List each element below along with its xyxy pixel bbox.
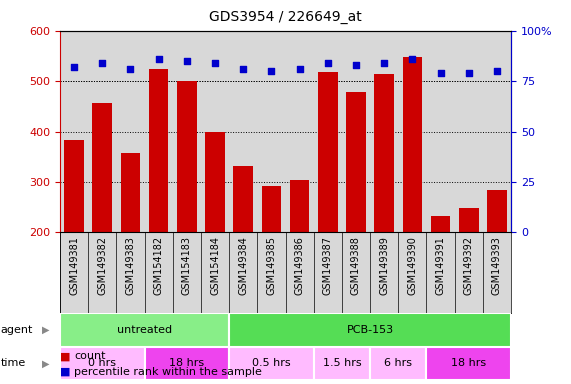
- Bar: [313, 347, 370, 380]
- Text: GSM149381: GSM149381: [69, 237, 79, 295]
- Bar: [64, 140, 84, 232]
- Text: GSM154182: GSM154182: [154, 237, 164, 295]
- Bar: [431, 216, 451, 232]
- Text: ▶: ▶: [42, 325, 50, 335]
- Text: GSM149392: GSM149392: [464, 237, 474, 295]
- Text: GSM149382: GSM149382: [97, 237, 107, 295]
- Text: 1.5 hrs: 1.5 hrs: [323, 358, 361, 368]
- Bar: [370, 347, 427, 380]
- Text: GSM149386: GSM149386: [295, 237, 304, 295]
- Bar: [149, 69, 168, 232]
- Text: GSM149387: GSM149387: [323, 237, 333, 295]
- Bar: [487, 190, 507, 232]
- Point: [98, 60, 107, 66]
- Text: GSM154183: GSM154183: [182, 237, 192, 295]
- Text: GSM149384: GSM149384: [238, 237, 248, 295]
- Text: GSM149391: GSM149391: [436, 237, 445, 295]
- Text: GSM154184: GSM154184: [210, 237, 220, 295]
- Text: 6 hrs: 6 hrs: [384, 358, 412, 368]
- Text: 0.5 hrs: 0.5 hrs: [252, 358, 291, 368]
- Bar: [144, 347, 229, 380]
- Text: time: time: [1, 358, 26, 368]
- Text: GDS3954 / 226649_at: GDS3954 / 226649_at: [209, 10, 362, 23]
- Point: [211, 60, 220, 66]
- Bar: [318, 71, 337, 232]
- Bar: [229, 347, 313, 380]
- Bar: [289, 180, 309, 232]
- Point: [323, 60, 332, 66]
- Bar: [60, 313, 229, 347]
- Bar: [229, 313, 511, 347]
- Bar: [120, 153, 140, 232]
- Text: GSM149388: GSM149388: [351, 237, 361, 295]
- Bar: [177, 81, 196, 232]
- Text: GSM149389: GSM149389: [379, 237, 389, 295]
- Text: agent: agent: [1, 325, 33, 335]
- Bar: [205, 132, 225, 232]
- Point: [464, 70, 473, 76]
- Point: [295, 66, 304, 72]
- Text: 18 hrs: 18 hrs: [169, 358, 204, 368]
- Text: GSM149385: GSM149385: [267, 237, 276, 295]
- Bar: [375, 74, 394, 232]
- Text: ■: ■: [60, 367, 74, 377]
- Text: PCB-153: PCB-153: [347, 325, 393, 335]
- Bar: [234, 166, 253, 232]
- Bar: [459, 208, 478, 232]
- Text: 18 hrs: 18 hrs: [451, 358, 486, 368]
- Bar: [262, 187, 282, 232]
- Point: [182, 58, 191, 64]
- Bar: [403, 57, 422, 232]
- Text: GSM149390: GSM149390: [407, 237, 417, 295]
- Bar: [346, 92, 366, 232]
- Point: [436, 70, 445, 76]
- Text: untreated: untreated: [117, 325, 172, 335]
- Text: GSM149393: GSM149393: [492, 237, 502, 295]
- Point: [380, 60, 389, 66]
- Text: 0 hrs: 0 hrs: [89, 358, 116, 368]
- Point: [351, 62, 360, 68]
- Point: [239, 66, 248, 72]
- Bar: [60, 347, 144, 380]
- Text: GSM149383: GSM149383: [126, 237, 135, 295]
- Point: [408, 56, 417, 62]
- Text: ▶: ▶: [42, 358, 50, 368]
- Text: count: count: [74, 351, 106, 361]
- Bar: [93, 103, 112, 232]
- Bar: [427, 347, 511, 380]
- Point: [70, 64, 79, 70]
- Point: [267, 68, 276, 74]
- Point: [492, 68, 501, 74]
- Text: ■: ■: [60, 351, 74, 361]
- Point: [126, 66, 135, 72]
- Text: percentile rank within the sample: percentile rank within the sample: [74, 367, 262, 377]
- Point: [154, 56, 163, 62]
